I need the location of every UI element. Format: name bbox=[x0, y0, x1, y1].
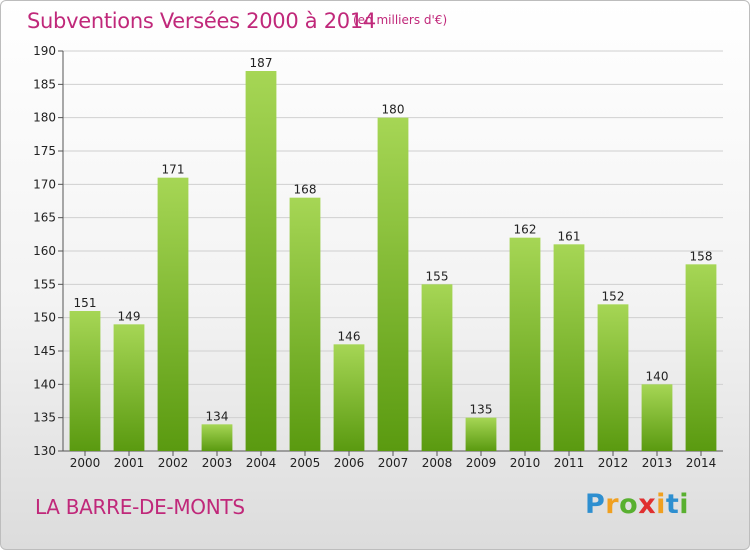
x-tick-label-2001: 2001 bbox=[114, 456, 145, 470]
data-label-2002: 171 bbox=[162, 163, 185, 177]
y-tick-label: 190 bbox=[33, 44, 56, 58]
x-tick-label-2004: 2004 bbox=[246, 456, 277, 470]
data-label-2013: 140 bbox=[646, 369, 669, 383]
x-tick-label-2008: 2008 bbox=[422, 456, 453, 470]
chart-subtitle: (en milliers d'€) bbox=[353, 13, 448, 27]
bar-2005 bbox=[289, 197, 321, 451]
y-tick-label: 130 bbox=[33, 444, 56, 458]
x-tick-label-2000: 2000 bbox=[70, 456, 101, 470]
chart-title: Subventions Versées 2000 à 2014 bbox=[27, 9, 376, 33]
bar-2007 bbox=[377, 117, 409, 452]
x-tick-label-2005: 2005 bbox=[290, 456, 321, 470]
data-label-2011: 161 bbox=[558, 229, 581, 243]
data-label-2007: 180 bbox=[382, 103, 405, 117]
bar-2011 bbox=[553, 244, 585, 451]
commune-name: LA BARRE-DE-MONTS bbox=[35, 495, 245, 519]
x-tick-label-2014: 2014 bbox=[686, 456, 717, 470]
y-tick-label: 135 bbox=[33, 411, 56, 425]
data-label-2003: 134 bbox=[206, 409, 229, 423]
y-tick-label: 165 bbox=[33, 211, 56, 225]
x-tick-label-2006: 2006 bbox=[334, 456, 365, 470]
x-tick-label-2002: 2002 bbox=[158, 456, 189, 470]
x-tick-label-2009: 2009 bbox=[466, 456, 497, 470]
data-label-2000: 151 bbox=[74, 296, 97, 310]
data-label-2006: 146 bbox=[338, 329, 361, 343]
bar-2006 bbox=[333, 344, 365, 451]
bar-2004 bbox=[245, 71, 277, 451]
y-tick-label: 155 bbox=[33, 277, 56, 291]
x-tick-label-2007: 2007 bbox=[378, 456, 409, 470]
data-label-2008: 155 bbox=[426, 269, 449, 283]
bar-2012 bbox=[597, 304, 629, 451]
bar-2014 bbox=[685, 264, 717, 451]
y-tick-label: 140 bbox=[33, 377, 56, 391]
y-tick-label: 170 bbox=[33, 177, 56, 191]
x-tick-label-2010: 2010 bbox=[510, 456, 541, 470]
data-label-2005: 168 bbox=[294, 183, 317, 197]
y-tick-label: 180 bbox=[33, 111, 56, 125]
x-tick-label-2013: 2013 bbox=[642, 456, 673, 470]
data-labels: 151 149 171 134 187 168 146 180 155 135 162 161 152 1… bbox=[74, 56, 713, 423]
y-tick-label: 175 bbox=[33, 144, 56, 158]
bars bbox=[69, 71, 717, 452]
bar-2008 bbox=[421, 284, 453, 451]
bar-2000 bbox=[69, 311, 101, 451]
data-label-2010: 162 bbox=[514, 223, 537, 237]
data-label-2012: 152 bbox=[602, 289, 625, 303]
axes: 130 135 140 145 150 155 160 165 170 175 180 185 190 2… bbox=[33, 44, 723, 470]
x-tick-label-2011: 2011 bbox=[554, 456, 585, 470]
proxiti-logo: Proxiti bbox=[585, 489, 690, 520]
y-tick-label: 160 bbox=[33, 244, 56, 258]
bar-2002 bbox=[157, 177, 189, 451]
y-tick-label: 185 bbox=[33, 77, 56, 91]
x-tick-label-2012: 2012 bbox=[598, 456, 629, 470]
y-tick-label: 150 bbox=[33, 311, 56, 325]
y-tick-label: 145 bbox=[33, 344, 56, 358]
data-label-2009: 135 bbox=[470, 403, 493, 417]
bar-2009 bbox=[465, 417, 497, 451]
bar-2010 bbox=[509, 237, 541, 451]
bar-2001 bbox=[113, 324, 145, 451]
data-label-2001: 149 bbox=[118, 309, 141, 323]
x-tick-label-2003: 2003 bbox=[202, 456, 233, 470]
data-label-2004: 187 bbox=[250, 56, 273, 70]
data-label-2014: 158 bbox=[690, 249, 713, 263]
bar-2013 bbox=[641, 384, 673, 451]
bar-2003 bbox=[201, 424, 233, 451]
